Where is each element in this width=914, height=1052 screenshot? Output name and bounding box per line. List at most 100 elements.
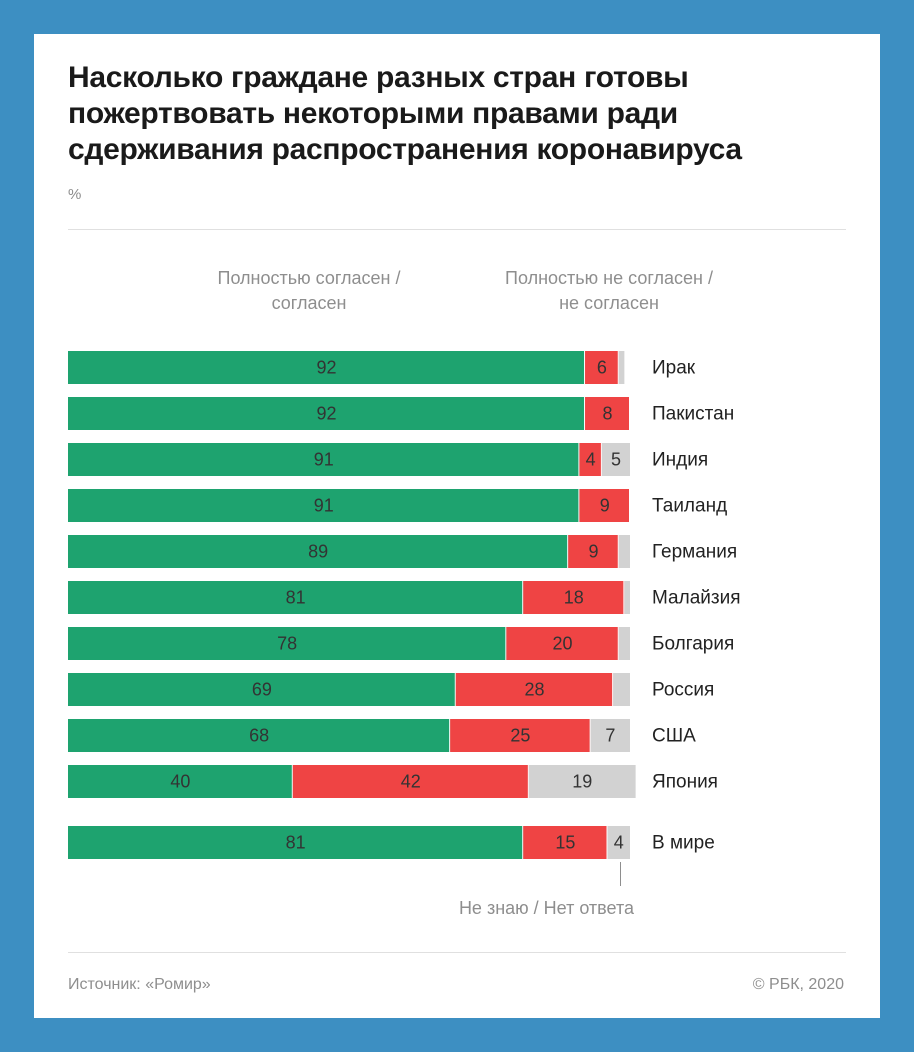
value-label-disagree: 9	[600, 495, 610, 515]
bar-dont-know	[590, 719, 630, 752]
value-label-agree: 92	[317, 357, 337, 377]
value-label-agree: 69	[252, 679, 272, 699]
category-label: Германия	[652, 542, 737, 563]
copyright-note: © РБК, 2020	[752, 976, 844, 993]
bar-disagree	[506, 627, 619, 660]
bar-agree	[68, 826, 524, 859]
bar-agree	[68, 535, 569, 568]
value-label-agree: 91	[314, 495, 334, 515]
value-label-disagree: 15	[555, 832, 575, 852]
bar-disagree	[523, 581, 625, 614]
category-label: Индия	[652, 450, 708, 471]
bottom-divider	[68, 952, 846, 953]
bar-agree	[68, 673, 456, 706]
bar-dont-know	[601, 443, 630, 476]
value-label-disagree: 20	[553, 633, 573, 653]
value-label-disagree: 4	[586, 449, 596, 469]
category-label: Пакистан	[652, 404, 734, 425]
value-label-disagree: 9	[588, 541, 598, 561]
value-label-disagree: 18	[564, 587, 584, 607]
value-label-dont-know: 7	[605, 725, 615, 745]
legend-disagree: Полностью не согласен / не согласен	[505, 268, 713, 313]
bar-dont-know	[624, 581, 630, 614]
value-label-agree: 78	[277, 633, 297, 653]
bar-separator	[629, 489, 630, 522]
bar-agree	[68, 765, 293, 798]
bar-separator	[606, 826, 608, 859]
bar-disagree	[455, 673, 614, 706]
value-label-agree: 68	[249, 725, 269, 745]
value-label-disagree: 28	[524, 679, 544, 699]
bar-separator	[567, 535, 569, 568]
bar-dont-know	[618, 351, 625, 384]
category-label: Россия	[652, 680, 714, 701]
bar-agree	[68, 719, 451, 752]
value-label-disagree: 25	[510, 725, 530, 745]
bar-agree	[68, 627, 507, 660]
legend-agree: Полностью согласен / согласен	[217, 268, 401, 313]
bar-separator	[578, 489, 580, 522]
bar-separator	[584, 351, 586, 384]
value-label-agree: 40	[170, 771, 190, 791]
category-label: Ирак	[652, 358, 696, 379]
bar-disagree	[523, 826, 608, 859]
value-label-agree: 81	[286, 832, 306, 852]
bar-dont-know	[528, 765, 636, 798]
bar-separator	[617, 627, 619, 660]
value-label-agree: 89	[308, 541, 328, 561]
bar-disagree	[579, 443, 602, 476]
dont-know-pointer	[620, 862, 621, 886]
bar-disagree	[292, 765, 529, 798]
unit-label: %	[68, 186, 82, 203]
bar-dont-know	[607, 826, 630, 859]
chart-card: Насколько граждане разных стран готовы п…	[34, 34, 880, 1018]
bar-agree	[68, 443, 580, 476]
value-label-dont-know: 5	[611, 449, 621, 469]
bar-dont-know	[618, 627, 630, 660]
bar-disagree	[579, 489, 630, 522]
source-note: Источник: «Ромир»	[68, 976, 211, 993]
category-label: Болгария	[652, 634, 734, 655]
bar-disagree	[585, 351, 619, 384]
bar-separator	[454, 673, 456, 706]
bar-separator	[584, 397, 586, 430]
bar-separator	[527, 765, 529, 798]
bar-dont-know	[618, 535, 630, 568]
category-label: Таиланд	[652, 496, 727, 517]
category-label: Япония	[652, 772, 718, 793]
bar-separator	[617, 535, 619, 568]
bar-separator	[578, 443, 580, 476]
bar-separator	[522, 581, 524, 614]
value-label-disagree: 6	[597, 357, 607, 377]
bar-disagree	[450, 719, 591, 752]
bar-separator	[623, 581, 625, 614]
top-divider	[68, 229, 846, 230]
category-label: США	[652, 726, 696, 747]
bar-disagree	[568, 535, 619, 568]
bar-separator	[505, 627, 507, 660]
category-label: В мире	[652, 833, 715, 854]
chart-title: Насколько граждане разных стран готовы п…	[68, 61, 742, 166]
bar-separator	[612, 673, 614, 706]
category-label: Малайзия	[652, 588, 741, 609]
bar-separator	[291, 765, 293, 798]
bar-separator	[600, 443, 602, 476]
value-label-agree: 91	[314, 449, 334, 469]
legend-dont-know: Не знаю / Нет ответа	[458, 898, 634, 918]
bar-separator	[449, 719, 451, 752]
bar-separator	[589, 719, 591, 752]
value-label-disagree: 8	[603, 403, 613, 423]
bar-separator	[522, 826, 524, 859]
value-label-dont-know: 19	[572, 771, 592, 791]
bar-agree	[68, 581, 524, 614]
value-label-dont-know: 4	[614, 832, 624, 852]
bar-agree	[68, 397, 586, 430]
value-label-agree: 92	[317, 403, 337, 423]
bar-separator	[629, 397, 630, 430]
bar-agree	[68, 489, 580, 522]
bar-separator	[617, 351, 619, 384]
bar-dont-know	[613, 673, 630, 706]
value-label-agree: 81	[286, 587, 306, 607]
bar-agree	[68, 351, 586, 384]
